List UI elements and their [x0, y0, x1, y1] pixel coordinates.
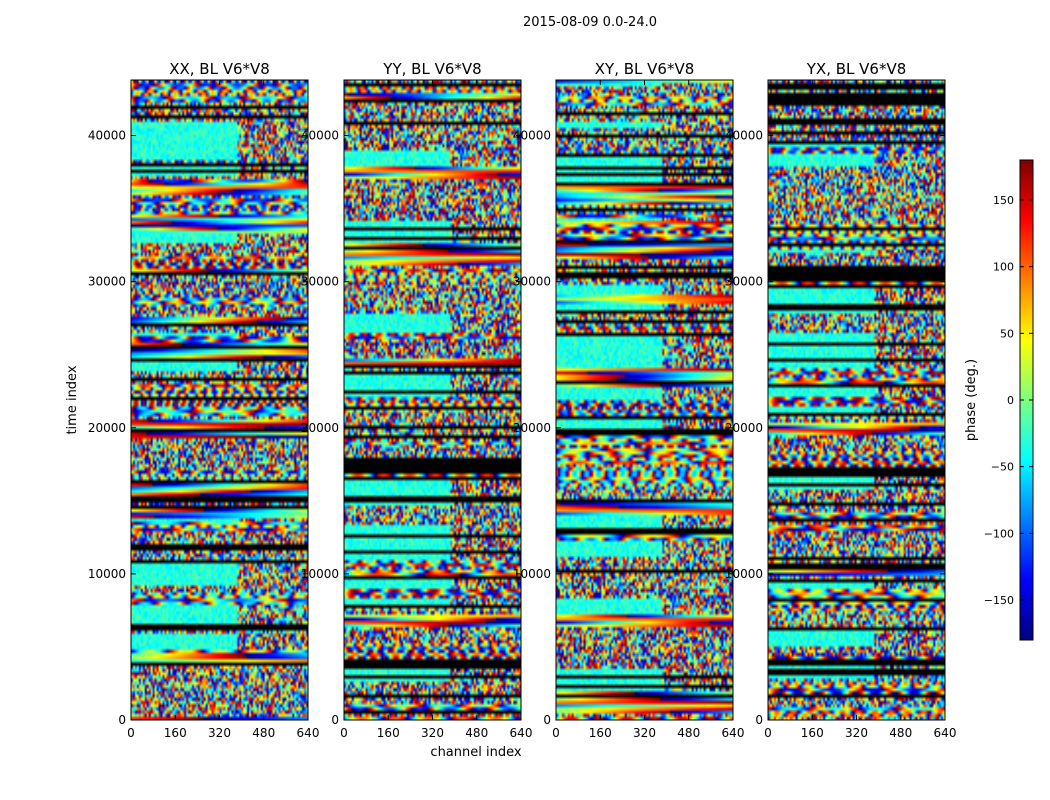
subplot-panel: YX, BL V6*V8 0 160 320 480 640 0 10000 20000 3000…: [725, 60, 957, 740]
y-tick-label: 10000: [513, 567, 551, 581]
x-tick-label: 320: [845, 726, 868, 740]
subplot-panel: XX, BL V6*V8 0 160 320 480 640 0 10000 20000 3000…: [88, 60, 320, 740]
phase-heatmap-image: [556, 80, 733, 720]
colorbar-tick-label: −150: [984, 594, 1014, 607]
x-tick-label: 160: [801, 726, 824, 740]
x-tick-label: 0: [340, 726, 348, 740]
phase-heatmap-image: [131, 80, 308, 720]
x-tick-label: 480: [465, 726, 488, 740]
colorbar-tick-label: 0: [1007, 394, 1014, 407]
x-tick-label: 160: [589, 726, 612, 740]
colorbar-tick-label: 100: [993, 261, 1014, 274]
subplot-panel: XY, BL V6*V8 0 160 320 480 640 0 10000 20000 3000…: [513, 60, 745, 740]
x-tick-label: 640: [297, 726, 320, 740]
phase-heatmap-image: [344, 80, 521, 720]
x-tick-label: 480: [252, 726, 275, 740]
y-tick-label: 40000: [725, 129, 763, 143]
x-tick-label: 640: [934, 726, 957, 740]
x-tick-label: 160: [164, 726, 187, 740]
phase-heatmap-image: [768, 80, 945, 720]
x-tick-label: 480: [677, 726, 700, 740]
y-tick-label: 20000: [88, 421, 126, 435]
y-tick-label: 40000: [513, 129, 551, 143]
subplot-title: YX, BL V6*V8: [806, 60, 907, 78]
x-tick-label: 320: [421, 726, 444, 740]
colorbar-tick-label: 150: [993, 194, 1014, 207]
colorbar-tick-label: 50: [1000, 327, 1014, 340]
y-tick-label: 40000: [88, 129, 126, 143]
colorbar-tick-label: −50: [991, 461, 1014, 474]
y-tick-label: 30000: [725, 275, 763, 289]
colorbar-label: phase (deg.): [964, 359, 979, 441]
y-tick-label: 0: [543, 713, 551, 727]
x-tick-label: 160: [377, 726, 400, 740]
y-tick-label: 40000: [301, 129, 339, 143]
y-tick-label: 0: [755, 713, 763, 727]
x-tick-label: 320: [208, 726, 231, 740]
y-tick-label: 10000: [88, 567, 126, 581]
y-tick-label: 20000: [301, 421, 339, 435]
x-tick-label: 480: [889, 726, 912, 740]
x-tick-label: 640: [510, 726, 533, 740]
colorbar: −150 −100 −50 0 50 100 150 phase (deg.): [964, 159, 1034, 641]
y-tick-label: 20000: [725, 421, 763, 435]
yaxis-label-time-index: time index: [65, 365, 80, 434]
figure-suptitle: 2015-08-09 0.0-24.0: [523, 15, 657, 30]
y-tick-label: 30000: [513, 275, 551, 289]
x-tick-label: 320: [633, 726, 656, 740]
x-tick-label: 0: [552, 726, 560, 740]
y-tick-label: 0: [118, 713, 126, 727]
y-tick-label: 10000: [301, 567, 339, 581]
subplot-title: YY, BL V6*V8: [382, 60, 481, 78]
subplot-panel: YY, BL V6*V8 0 160 320 480 640 0 10000 20000 3000…: [301, 60, 533, 740]
y-tick-label: 10000: [725, 567, 763, 581]
y-tick-label: 30000: [88, 275, 126, 289]
y-tick-label: 20000: [513, 421, 551, 435]
x-tick-label: 0: [127, 726, 135, 740]
colorbar-ticks: −150 −100 −50 0 50 100 150: [984, 194, 1033, 607]
x-tick-label: 640: [722, 726, 745, 740]
subplot-title: XX, BL V6*V8: [169, 60, 270, 78]
y-tick-label: 0: [331, 713, 339, 727]
subplot-title: XY, BL V6*V8: [595, 60, 695, 78]
y-tick-label: 30000: [301, 275, 339, 289]
xaxis-label-channel-index: channel index: [430, 745, 521, 760]
colorbar-tick-label: −100: [984, 527, 1014, 540]
x-tick-label: 0: [764, 726, 772, 740]
subplot-grid: XX, BL V6*V8 0 160 320 480 640 0 10000 20000 3000…: [88, 60, 957, 740]
